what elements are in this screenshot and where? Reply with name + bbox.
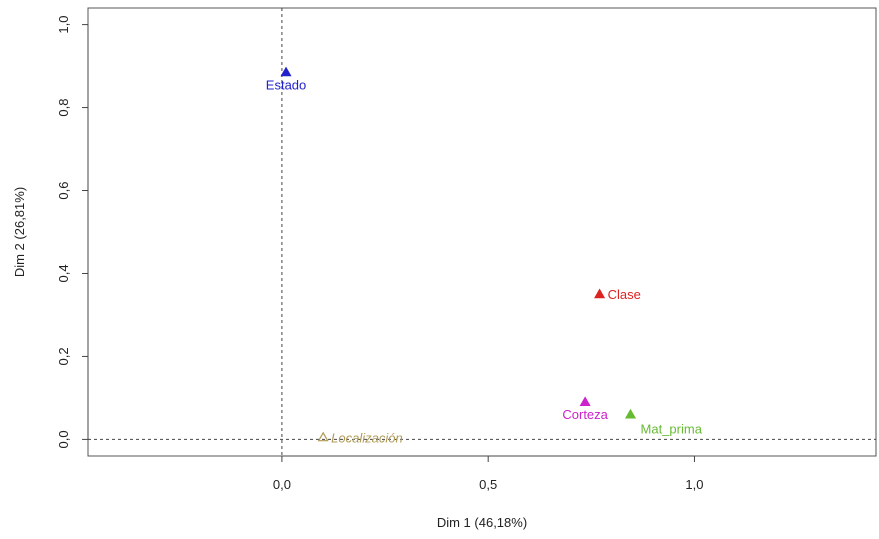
point-marker (594, 288, 606, 299)
y-tick-label: 1,0 (56, 16, 71, 34)
point-marker (280, 66, 292, 77)
y-axis-title: Dim 2 (26,81%) (12, 187, 27, 277)
y-tick-label: 0,2 (56, 347, 71, 365)
y-axis: 0,0 0,2 0,4 0,6 0,8 1,0 (56, 16, 89, 448)
x-tick-label: 1,0 (685, 477, 703, 492)
point-label: Estado (266, 77, 306, 92)
point-marker (579, 396, 591, 407)
data-points: Estado Clase Corteza Mat_prima Localización (266, 66, 703, 445)
y-tick-label: 0,6 (56, 181, 71, 199)
point-label: Corteza (562, 407, 608, 422)
y-tick-label: 0,4 (56, 264, 71, 282)
reference-lines (88, 8, 876, 456)
y-tick-label: 0,0 (56, 430, 71, 448)
x-tick-label: 0,5 (479, 477, 497, 492)
point-label: Mat_prima (641, 422, 703, 437)
point-label: Clase (608, 287, 641, 302)
y-tick-label: 0,8 (56, 99, 71, 117)
x-axis: 0,0 0,5 1,0 (273, 455, 704, 492)
point-label: Localización (331, 430, 403, 445)
point-marker (317, 431, 329, 442)
x-tick-label: 0,0 (273, 477, 291, 492)
x-axis-title: Dim 1 (46,18%) (437, 515, 527, 530)
point-marker (624, 408, 637, 419)
